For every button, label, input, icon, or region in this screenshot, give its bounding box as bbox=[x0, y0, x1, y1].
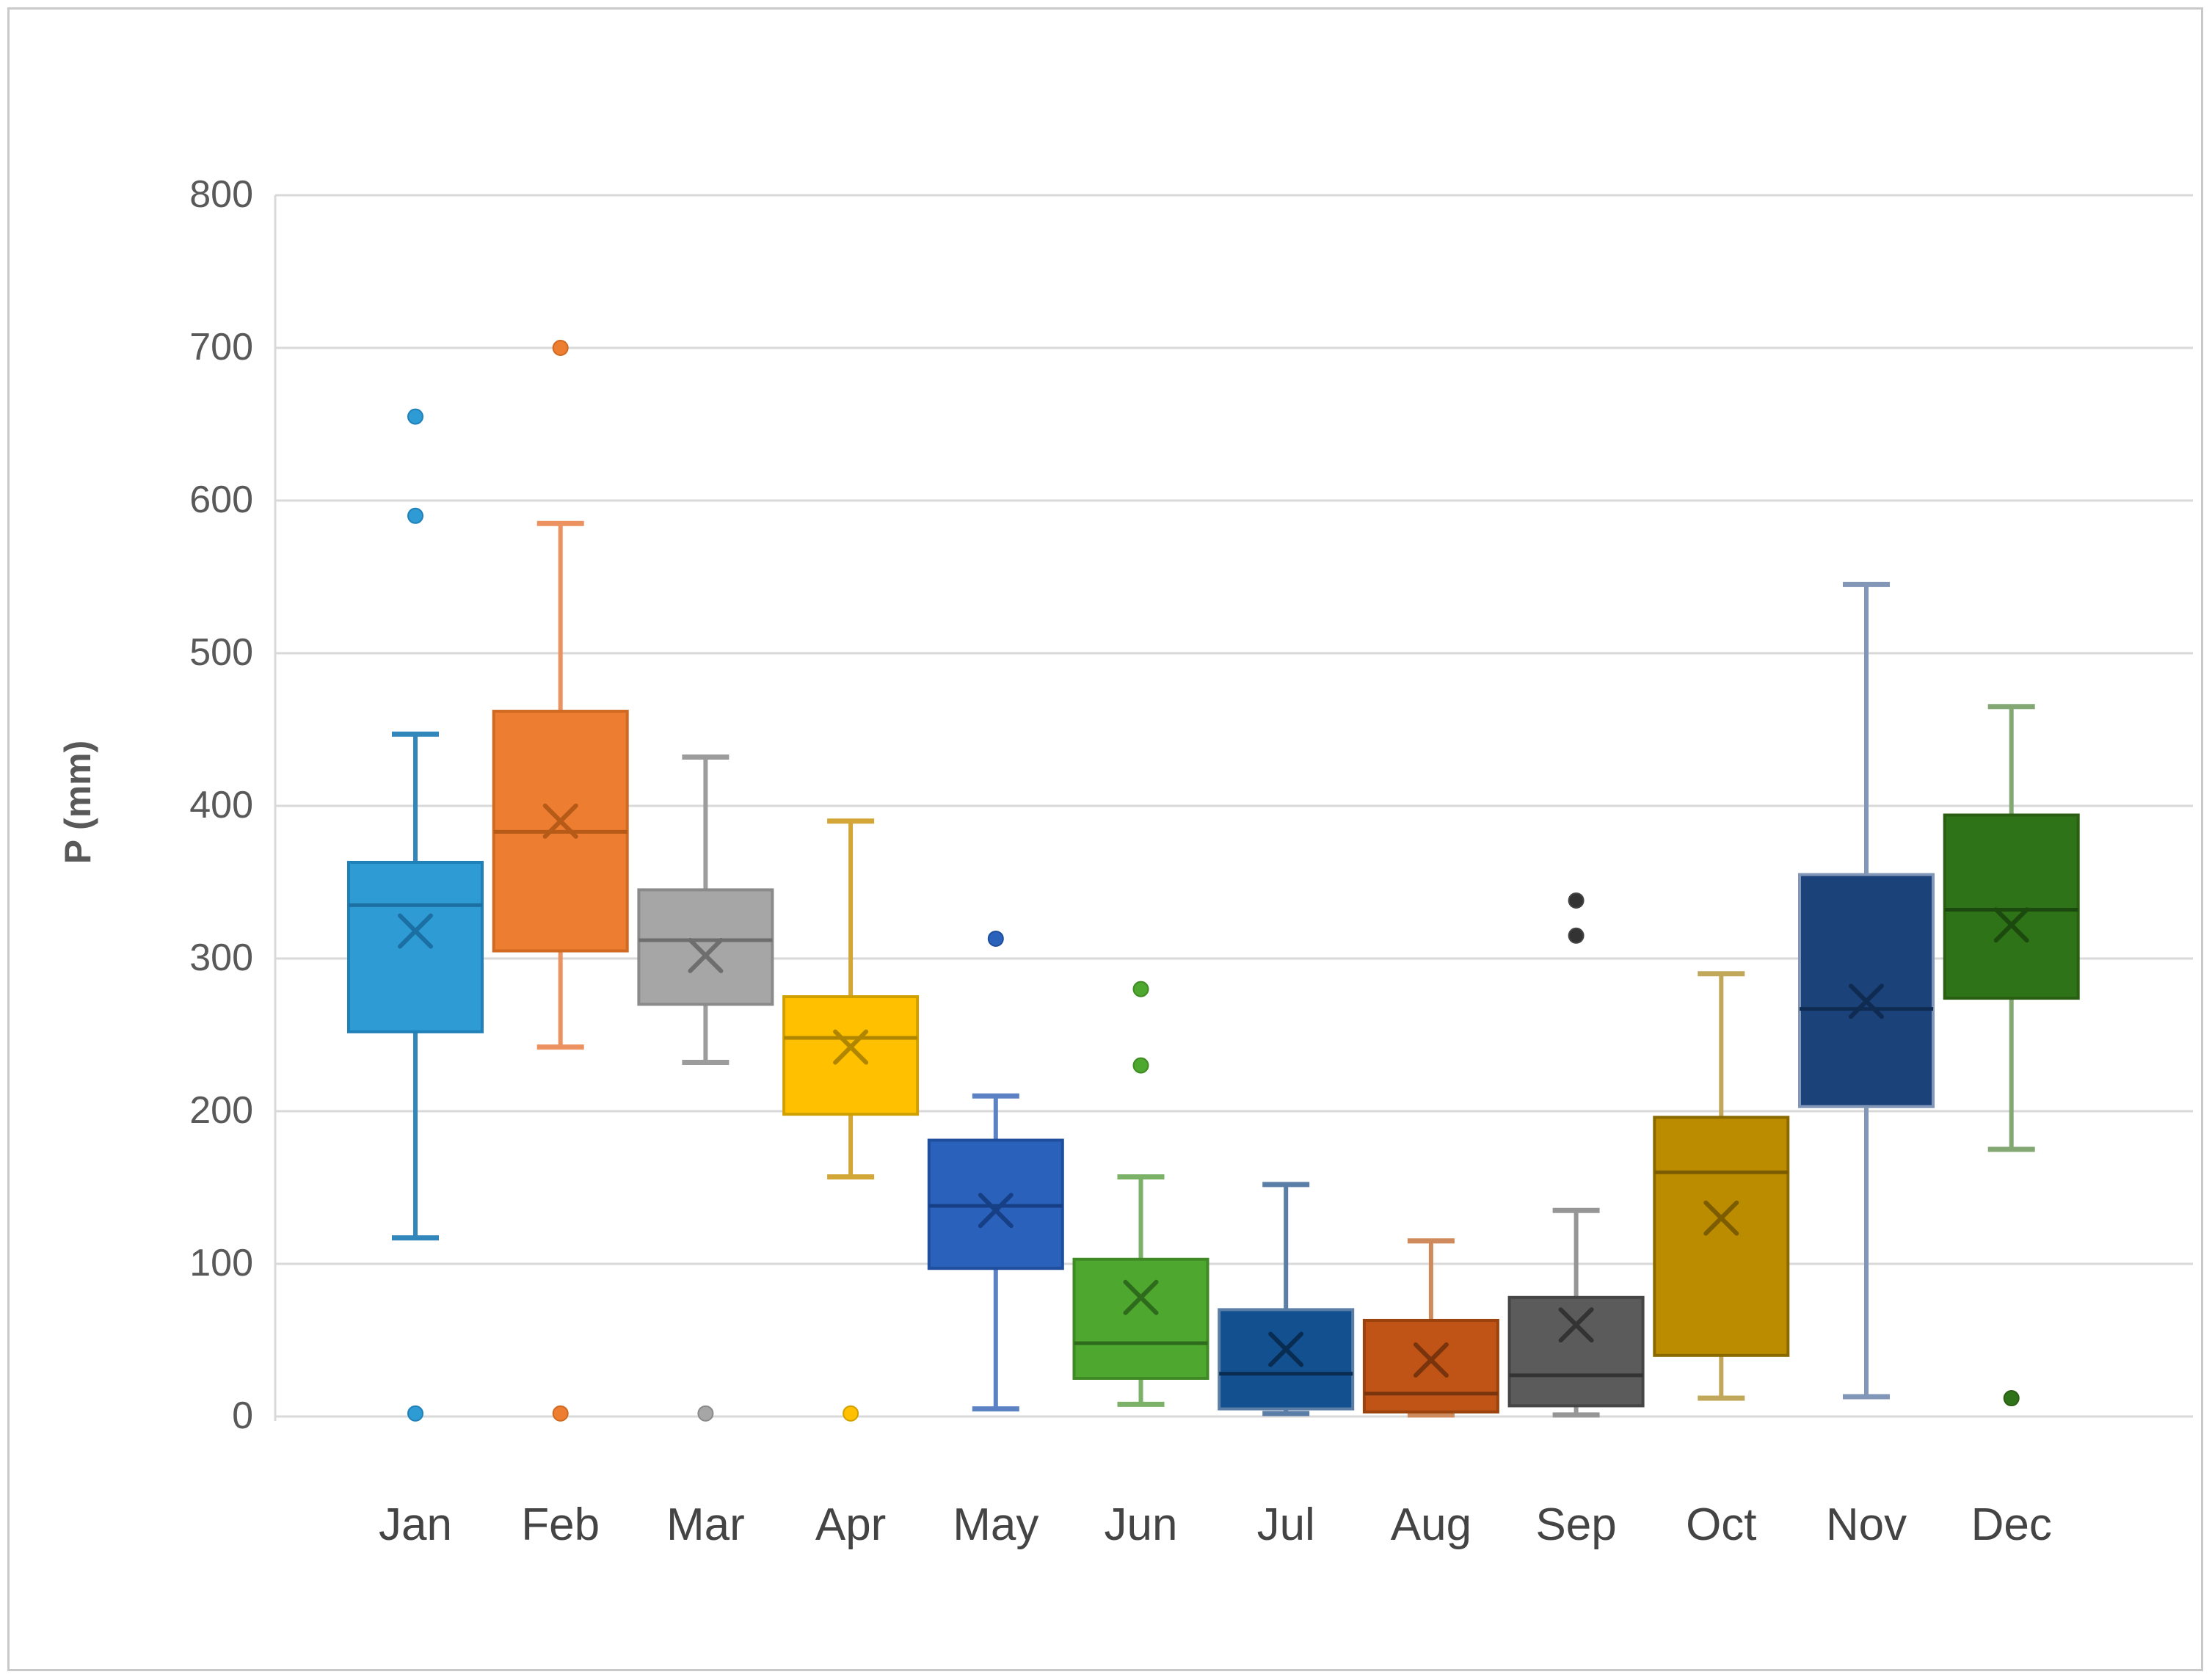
outlier-dot bbox=[697, 1405, 714, 1422]
y-tick-label: 100 bbox=[189, 1242, 253, 1284]
boxplot-nov bbox=[1798, 581, 1935, 1400]
outlier-dot bbox=[1132, 981, 1149, 997]
iqr-box bbox=[1072, 1257, 1209, 1381]
x-tick-label: Oct bbox=[1686, 1499, 1756, 1550]
outlier-dot bbox=[1132, 1057, 1149, 1074]
mean-marker bbox=[1268, 1331, 1304, 1367]
x-tick-label: Sep bbox=[1535, 1499, 1616, 1550]
y-tick-label: 700 bbox=[189, 326, 253, 368]
y-tick-label: 500 bbox=[189, 631, 253, 674]
iqr-box bbox=[1798, 873, 1935, 1108]
x-tick-label: Feb bbox=[521, 1499, 600, 1550]
y-tick-label: 800 bbox=[189, 173, 253, 216]
x-tick-label: Mar bbox=[666, 1499, 745, 1550]
y-tick-label: 300 bbox=[189, 937, 253, 979]
boxplot-chart: 0 100 200 300 400 500 600 700 800 P (mm) Jan Feb Mar… bbox=[57, 173, 2193, 1550]
mean-marker bbox=[398, 913, 433, 949]
x-tick-label: Jun bbox=[1105, 1499, 1178, 1550]
boxplot-sep bbox=[1507, 892, 1645, 1418]
boxplot-jun bbox=[1072, 981, 1209, 1407]
y-axis-title: P (mm) bbox=[57, 741, 98, 865]
mean-marker bbox=[1849, 983, 1884, 1019]
x-tick-label: Jan bbox=[379, 1499, 452, 1550]
outlier-dot bbox=[407, 1405, 423, 1422]
y-tick-label: 400 bbox=[189, 784, 253, 826]
mean-marker bbox=[1993, 907, 2029, 943]
outlier-dot bbox=[552, 340, 569, 356]
outlier-dot bbox=[2003, 1390, 2020, 1407]
outlier-dot bbox=[1568, 927, 1585, 944]
boxplot-jul bbox=[1218, 1182, 1355, 1417]
boxplot-dec bbox=[1943, 704, 2080, 1407]
boxplot-feb bbox=[492, 340, 629, 1422]
outlier-dot bbox=[552, 1405, 569, 1422]
boxplot-oct bbox=[1653, 971, 1790, 1401]
iqr-box bbox=[1218, 1308, 1355, 1411]
x-tick-label: Jul bbox=[1257, 1499, 1315, 1550]
boxplot-jan bbox=[347, 408, 484, 1422]
mean-marker bbox=[542, 803, 578, 839]
x-tick-label: May bbox=[953, 1499, 1038, 1550]
outlier-dot bbox=[1568, 892, 1585, 909]
boxplot-may bbox=[927, 930, 1064, 1412]
mean-marker bbox=[1703, 1200, 1739, 1236]
mean-marker bbox=[688, 937, 724, 973]
x-tick-label: Dec bbox=[1971, 1499, 2052, 1550]
boxplot-aug bbox=[1362, 1238, 1499, 1418]
mean-marker bbox=[1413, 1342, 1449, 1378]
x-tick-label: Aug bbox=[1391, 1499, 1471, 1550]
y-tick-label: 0 bbox=[232, 1394, 253, 1437]
boxplot-apr bbox=[782, 818, 920, 1422]
iqr-box bbox=[1362, 1318, 1499, 1414]
mean-marker bbox=[1123, 1279, 1159, 1315]
iqr-box bbox=[1507, 1295, 1645, 1408]
iqr-box bbox=[1653, 1116, 1790, 1357]
iqr-box bbox=[637, 888, 774, 1006]
boxplot-mar bbox=[637, 754, 774, 1422]
mean-marker bbox=[833, 1029, 869, 1065]
outlier-dot bbox=[407, 408, 423, 425]
y-tick-label: 200 bbox=[189, 1089, 253, 1132]
x-tick-label: Apr bbox=[815, 1499, 886, 1550]
mean-marker bbox=[1558, 1307, 1594, 1343]
x-tick-label: Nov bbox=[1826, 1499, 1907, 1550]
iqr-box bbox=[782, 995, 920, 1116]
iqr-box bbox=[347, 860, 484, 1033]
chart-frame: 0 100 200 300 400 500 600 700 800 P (mm) Jan Feb Mar… bbox=[7, 7, 2203, 1671]
y-tick-label: 600 bbox=[189, 479, 253, 521]
iqr-box bbox=[1943, 813, 2080, 1000]
outlier-dot bbox=[987, 930, 1004, 947]
mean-marker bbox=[978, 1193, 1014, 1229]
outlier-dot bbox=[843, 1405, 859, 1422]
outlier-dot bbox=[407, 507, 423, 524]
